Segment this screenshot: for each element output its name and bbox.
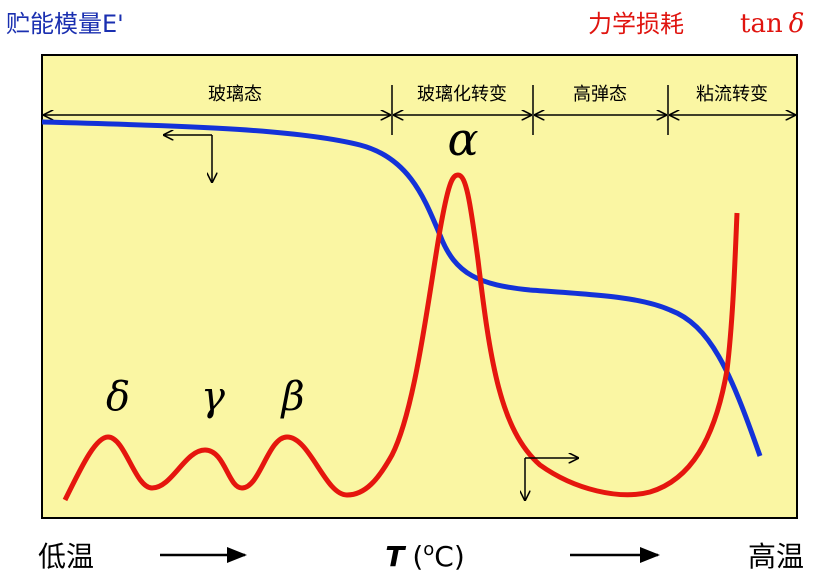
right-title: 力学损耗 (588, 10, 684, 38)
x-variable: T (385, 540, 406, 573)
peak-label: δ (106, 374, 130, 420)
left-title: 贮能模量E' (6, 10, 124, 38)
region-label: 高弹态 (573, 84, 627, 105)
peak-label: γ (201, 374, 225, 420)
region-label: 玻璃化转变 (417, 84, 507, 105)
region-markers (44, 85, 795, 135)
x-unit-open: ( (412, 540, 423, 573)
x-label: T (oC) (385, 539, 465, 573)
peak-label: α (447, 112, 478, 166)
right-symbol: tan δ (740, 9, 804, 39)
x-high: 高温 (748, 540, 804, 573)
x-low: 低温 (38, 540, 94, 573)
region-label: 玻璃态 (208, 84, 262, 105)
peak-label: β (279, 374, 304, 420)
x-unit-rest: C) (434, 540, 464, 573)
curve-arrows (164, 135, 578, 500)
loss-curve (62, 172, 740, 502)
modulus-curve (41, 119, 763, 457)
tan: tan (740, 9, 783, 39)
region-label: 粘流转变 (696, 84, 768, 105)
x-degree: o (423, 539, 434, 560)
delta: δ (789, 9, 805, 39)
